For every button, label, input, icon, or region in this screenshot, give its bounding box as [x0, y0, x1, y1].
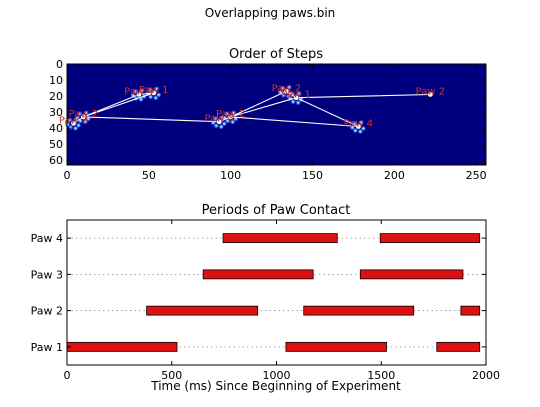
step-point [427, 91, 434, 98]
y-tick-label: 40 [49, 122, 63, 135]
paw-pressure-blob [357, 128, 364, 135]
contact-period-bar [285, 341, 387, 352]
category-label: Paw 3 [31, 268, 63, 281]
step-label: Paw 3 [204, 114, 233, 125]
y-tick-label: 10 [49, 74, 63, 87]
x-tick-label: 100 [220, 169, 241, 182]
order-of-steps-frame [66, 63, 487, 166]
step-label: Paw 4 [124, 86, 153, 97]
step-point [150, 90, 157, 96]
y-tick-label: 50 [49, 138, 63, 151]
paw-pressure-blob [229, 118, 236, 125]
x-tick-label: 1000 [263, 369, 291, 382]
order-of-steps-x-ticks: 0 50 100 150 200 250 [64, 64, 487, 182]
paw-pressure-blob [218, 123, 225, 130]
category-label: Paw 2 [31, 305, 63, 318]
x-tick-label: 500 [161, 369, 182, 382]
step-label: Paw 2 [216, 109, 245, 120]
order-of-steps-plot-area [67, 64, 486, 165]
x-tick-label: 150 [302, 169, 323, 182]
category-label: Paw 4 [31, 232, 63, 245]
contact-period-bar [460, 305, 481, 316]
paw-pressure-blob [64, 121, 71, 128]
category-label: Paw 1 [31, 341, 63, 354]
step-points [70, 88, 434, 130]
paw-pressure-blob [152, 94, 159, 101]
paw-pressure-blob [72, 125, 79, 132]
paw-contact-y-ticks: Paw 1 Paw 2 Paw 3 Paw 4 [31, 232, 486, 354]
contact-period-bar [222, 233, 338, 244]
step-point [70, 120, 77, 127]
contact-period-bar [359, 269, 464, 280]
x-tick-label: 0 [64, 169, 71, 182]
step-point [355, 123, 362, 130]
step-point [216, 118, 223, 125]
contact-period-bar [202, 269, 314, 280]
x-tick-label: 50 [142, 169, 156, 182]
step-label: Paw 2 [272, 83, 301, 94]
step-label: Paw 3 [59, 115, 88, 126]
y-tick-label: 20 [49, 90, 63, 103]
step-point [80, 114, 87, 120]
x-tick-label: 0 [64, 369, 71, 382]
contact-period-bar [66, 341, 178, 352]
y-tick-label: 60 [49, 154, 63, 167]
y-tick-label: 0 [56, 58, 63, 71]
x-tick-label: 200 [384, 169, 405, 182]
order-of-steps-y-ticks: 0 10 20 30 40 50 60 [49, 58, 486, 167]
paw-contact-x-ticks: 0 500 1000 1500 2000 [64, 220, 500, 382]
step-label: Paw 2 [416, 86, 445, 97]
step-point [136, 91, 142, 98]
periods-of-paw-contact-chart: Periods of Paw Contact 0 500 1000 1500 2000 … [31, 203, 500, 393]
y-tick-label: 30 [49, 106, 63, 119]
paw-contact-bars [66, 233, 481, 352]
contact-period-bar [146, 305, 259, 316]
figure-title: Overlapping paws.bin [204, 6, 336, 20]
order-of-steps-title: Order of Steps [229, 47, 323, 62]
step-label: Paw 4 [344, 119, 373, 130]
x-tick-label: 2000 [472, 369, 500, 382]
step-label: Paw 2 [69, 109, 98, 120]
contact-period-bar [436, 341, 481, 352]
contact-period-bar [379, 233, 481, 244]
x-tick-label: 1500 [367, 369, 395, 382]
paw-contact-x-axis-label: Time (ms) Since Beginning of Experiment [150, 379, 401, 393]
step-point [293, 94, 299, 101]
paw-pressure-blob [295, 99, 302, 106]
paw-pressure-blob [221, 114, 228, 121]
step-point [227, 114, 234, 120]
step-label: Paw 1 [139, 85, 168, 96]
x-tick-label: 250 [466, 169, 487, 182]
paw-pressure-blob [82, 118, 89, 125]
paw-contact-title: Periods of Paw Contact [202, 203, 351, 218]
contact-period-bar [303, 305, 415, 316]
step-point [283, 88, 290, 95]
paw-contact-plot-area [67, 220, 486, 365]
step-label: Paw 1 [281, 90, 310, 101]
